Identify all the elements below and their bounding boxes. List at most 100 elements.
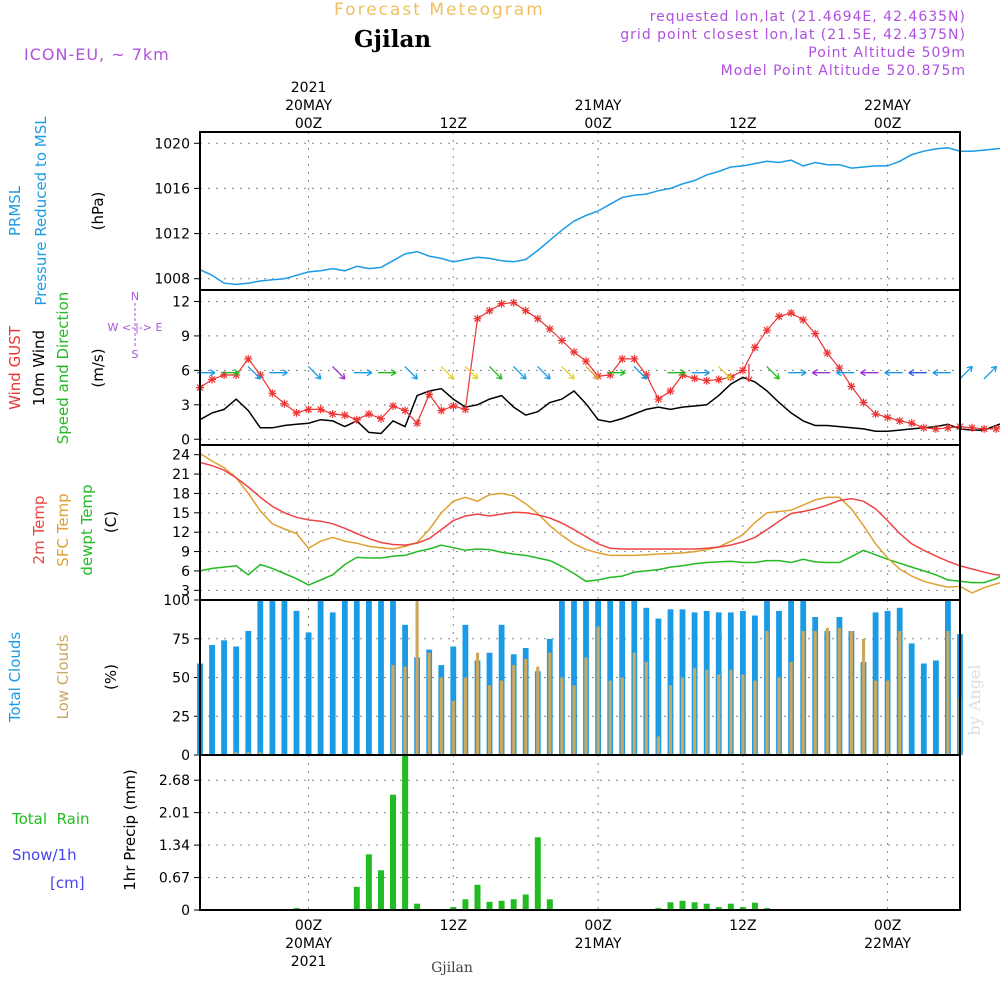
- wind-direction-arrow: [353, 369, 373, 377]
- precip-bar: [739, 907, 746, 910]
- ytick-label-temperature: 12: [172, 525, 190, 541]
- top-date-label: 22MAY: [864, 98, 911, 114]
- low-cloud-bar: [475, 652, 480, 755]
- precip-bar: [679, 900, 686, 910]
- wind-direction-arrow: [745, 363, 753, 383]
- wind-direction-arrow: [932, 369, 951, 377]
- ytick-label-clouds: 100: [163, 593, 190, 609]
- bottom-time-label: 00Z: [584, 918, 611, 934]
- wind-gust-line-marker: [304, 405, 313, 414]
- low-cloud-bar: [801, 631, 805, 755]
- wind-direction-arrow: [788, 369, 807, 377]
- wind-gust-line-marker: [799, 315, 808, 324]
- low-cloud-bar: [572, 685, 576, 756]
- snow-label: Snow/1h: [12, 846, 77, 864]
- wind-gust-line-marker: [256, 370, 265, 379]
- low-cloud-bar: [500, 680, 504, 755]
- wind-gust-line-marker: [401, 406, 410, 415]
- prmsl-label: PRMSL: [6, 185, 24, 236]
- panel-pressure: 1008 1012 1016 1020: [154, 132, 1000, 290]
- precip-bar: [498, 900, 505, 910]
- wind-gust-line-marker: [835, 364, 844, 373]
- wind-gust-line-marker: [292, 408, 301, 417]
- total-cloud-bar: [933, 660, 939, 755]
- total-cloud-bar: [305, 632, 312, 755]
- ytick-label-clouds: 50: [172, 671, 190, 687]
- ytick-label-precipitation: 1.34: [159, 838, 190, 854]
- panel-border: [199, 131, 961, 291]
- ytick-label-precipitation: 0.67: [159, 871, 190, 887]
- wind-gust-line-marker: [461, 405, 470, 414]
- compass-north: N: [131, 290, 139, 303]
- wind-label: 10m Wind: [30, 330, 48, 406]
- wind-direction-arrow: [221, 369, 240, 377]
- ytick-label-pressure: 1020: [154, 136, 190, 152]
- wind-gust-line-marker: [811, 329, 820, 338]
- temp2m-label: 2m Temp: [30, 496, 48, 565]
- wind-direction-arrow: [331, 365, 346, 380]
- wind-gust-line-marker: [907, 419, 916, 428]
- wind-gust-line-marker: [654, 395, 663, 404]
- ytick-label-temperature: 15: [172, 506, 190, 522]
- low-cloud-bar: [656, 736, 660, 755]
- meteogram-title: Forecast Meteogram: [334, 0, 545, 20]
- ytick-label-temperature: 18: [172, 486, 190, 502]
- low-cloud-bar: [861, 638, 866, 756]
- low-cloud-bar: [451, 700, 455, 756]
- wind-gust-line-marker: [714, 375, 723, 384]
- bottom-date-label: 20MAY: [285, 936, 332, 952]
- gust-label: Wind GUST: [6, 325, 24, 410]
- wind-gust-line-marker: [352, 415, 361, 424]
- total-cloud-bar: [317, 600, 324, 755]
- precip-bar: [462, 899, 469, 910]
- wind-gust-line: [199, 301, 1000, 430]
- bottom-time-label: 00Z: [295, 918, 322, 934]
- wind-gust-line-marker: [775, 312, 784, 321]
- panel-wind: 0 3 6 9 12: [172, 290, 1000, 448]
- total-cloud-bar: [378, 600, 384, 755]
- total-cloud-bar: [667, 609, 674, 755]
- low-cloud-bar: [729, 669, 733, 756]
- wind-gust-line-marker: [606, 370, 615, 379]
- wind-gust-line-marker: [557, 336, 566, 345]
- low-cloud-bar: [753, 680, 757, 755]
- low-cloud-bar: [898, 631, 902, 755]
- ytick-label-pressure: 1008: [154, 272, 190, 288]
- clouds-unit: (%): [102, 664, 120, 690]
- total-cloud-bar: [607, 600, 614, 755]
- total-cloud-bar: [908, 643, 915, 755]
- wind-gust-line-marker: [630, 354, 639, 363]
- wind-gust-line-marker: [943, 423, 952, 432]
- precip-bar: [727, 903, 734, 910]
- wind-gust-line-marker: [497, 299, 506, 308]
- precip-bar: [402, 755, 409, 910]
- temp-unit: (C): [102, 511, 120, 533]
- precip-unit: 1hr Precip (mm): [121, 769, 139, 890]
- ytick-label-wind: 12: [172, 294, 190, 310]
- low-cloud-bar: [246, 751, 250, 755]
- total-cloud-bar: [920, 663, 927, 755]
- total-cloud-bar: [353, 600, 360, 755]
- precip-bar: [365, 854, 372, 910]
- low-cloud-bar: [717, 674, 721, 755]
- low-cloud-bar: [487, 685, 492, 756]
- wind-direction-arrow: [836, 369, 855, 377]
- ytick-label-temperature: 6: [181, 564, 190, 580]
- wind-gust-line-marker: [268, 389, 277, 398]
- low-cloud-bar: [596, 626, 600, 755]
- wind-gust-line-marker: [449, 401, 458, 410]
- location-title: Gjilan: [354, 26, 432, 53]
- wind-gust-line-marker: [509, 298, 518, 307]
- low-cloud-bar: [427, 652, 431, 755]
- wind-direction-arrow: [269, 369, 288, 377]
- wind-gust-line-marker: [485, 306, 494, 315]
- low-cloud-bar: [777, 677, 781, 755]
- wind-gust-line-marker: [666, 387, 675, 396]
- wind-direction-arrow: [811, 369, 831, 377]
- panel-clouds: 0 25 50 75 100: [163, 593, 963, 764]
- low-cloud-bar: [234, 751, 238, 755]
- top-year-label: 2021: [291, 80, 327, 96]
- low-cloud-bar: [813, 631, 817, 755]
- wind-direction-arrow: [378, 369, 397, 377]
